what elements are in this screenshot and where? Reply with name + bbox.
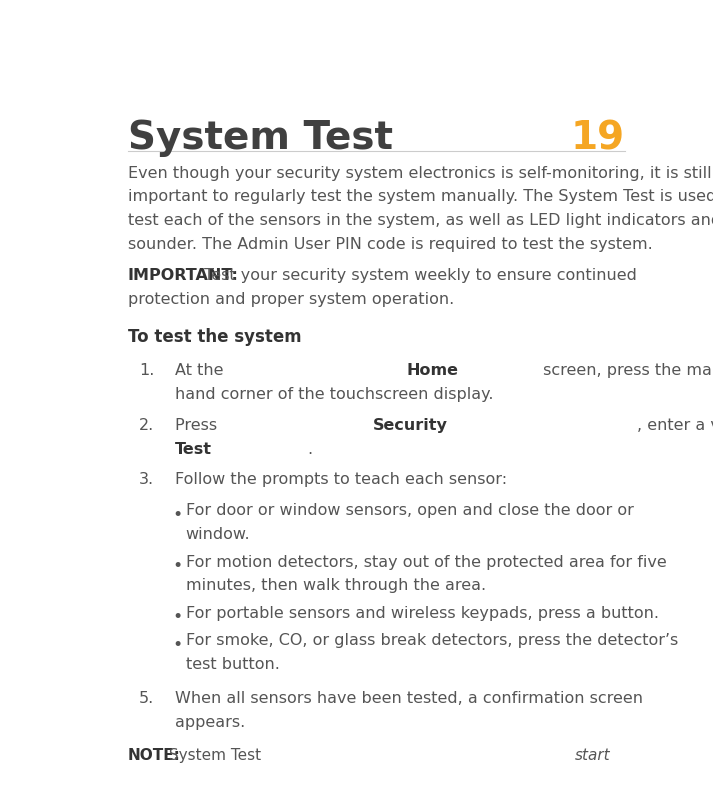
Text: 19: 19: [571, 119, 625, 157]
Text: 1.: 1.: [139, 363, 154, 378]
Text: protection and proper system operation.: protection and proper system operation.: [128, 291, 454, 307]
Text: When all sensors have been tested, a confirmation screen: When all sensors have been tested, a con…: [175, 690, 643, 705]
Text: NOTE:: NOTE:: [128, 747, 180, 762]
Text: For portable sensors and wireless keypads, press a button.: For portable sensors and wireless keypad…: [186, 605, 659, 620]
Text: test each of the sensors in the system, as well as LED light indicators and the: test each of the sensors in the system, …: [128, 212, 713, 228]
Text: Follow the prompts to teach each sensor:: Follow the prompts to teach each sensor:: [175, 472, 507, 487]
Text: System Test: System Test: [164, 747, 266, 762]
Text: .: .: [307, 441, 312, 456]
Text: Test your security system weekly to ensure continued: Test your security system weekly to ensu…: [198, 268, 637, 283]
Text: appears.: appears.: [175, 714, 245, 729]
Text: window.: window.: [186, 526, 250, 542]
Text: , enter a valid user PIN, and then press: , enter a valid user PIN, and then press: [637, 418, 713, 432]
Text: IMPORTANT:: IMPORTANT:: [128, 268, 239, 283]
Text: For door or window sensors, open and close the door or: For door or window sensors, open and clo…: [186, 503, 634, 517]
Text: Home: Home: [406, 363, 458, 378]
Text: screen, press the main: screen, press the main: [538, 363, 713, 378]
Text: Security: Security: [373, 418, 448, 432]
Text: To test the system: To test the system: [128, 327, 302, 345]
Text: 2.: 2.: [139, 418, 154, 432]
Text: sounder. The Admin User PIN code is required to test the system.: sounder. The Admin User PIN code is requ…: [128, 237, 652, 251]
Text: Even though your security system electronics is self-monitoring, it is still: Even though your security system electro…: [128, 165, 712, 180]
Text: 3.: 3.: [139, 472, 154, 487]
Text: •: •: [172, 556, 183, 574]
Text: 5.: 5.: [139, 690, 154, 705]
Text: Press: Press: [175, 418, 222, 432]
Text: test button.: test button.: [186, 656, 279, 672]
Text: Test: Test: [175, 441, 212, 456]
Text: start: start: [575, 747, 610, 762]
Text: System Test: System Test: [128, 119, 393, 157]
Text: For motion detectors, stay out of the protected area for five: For motion detectors, stay out of the pr…: [186, 554, 667, 569]
Text: •: •: [172, 505, 183, 523]
Text: •: •: [172, 635, 183, 653]
Text: hand corner of the touchscreen display.: hand corner of the touchscreen display.: [175, 387, 493, 401]
Text: •: •: [172, 607, 183, 625]
Text: important to regularly test the system manually. The System Test is used to: important to regularly test the system m…: [128, 189, 713, 204]
Text: minutes, then walk through the area.: minutes, then walk through the area.: [186, 577, 486, 593]
Text: At the: At the: [175, 363, 228, 378]
Text: For smoke, CO, or glass break detectors, press the detector’s: For smoke, CO, or glass break detectors,…: [186, 633, 678, 648]
